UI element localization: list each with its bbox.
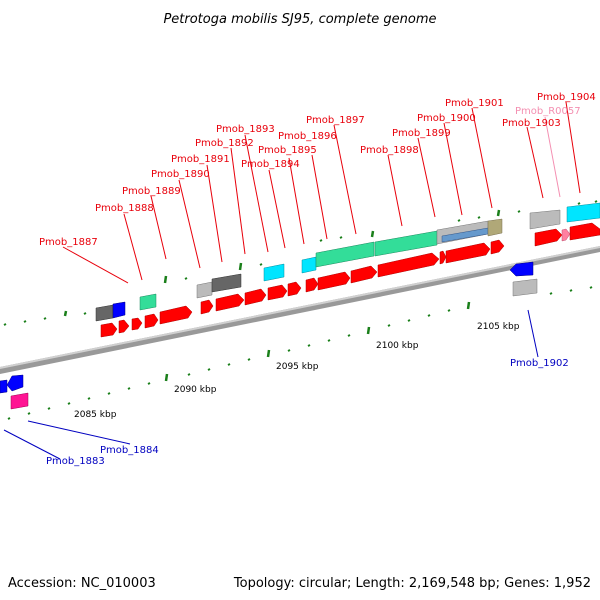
gene-label-pmob-1896[interactable]: Pmob_1896 bbox=[278, 131, 337, 142]
cds-arrow bbox=[569, 222, 600, 241]
gene-label-pmob-1883[interactable]: Pmob_1883 bbox=[46, 456, 105, 467]
gene-label-pmob-1888[interactable]: Pmob_1888 bbox=[95, 203, 154, 214]
cds-arrow bbox=[10, 392, 29, 410]
feature-box bbox=[512, 278, 538, 297]
cds-arrow bbox=[159, 305, 193, 325]
feature-box bbox=[374, 230, 438, 257]
gene-label-pmob-1904[interactable]: Pmob_1904 bbox=[537, 92, 596, 103]
cds-arrow bbox=[287, 281, 302, 297]
cds-arrow bbox=[131, 317, 143, 331]
gene-label-pmob-1898[interactable]: Pmob_1898 bbox=[360, 145, 419, 156]
genome-summary-text: Topology: circular; Length: 2,169,548 bp… bbox=[233, 576, 591, 591]
cds-arrow bbox=[509, 261, 534, 277]
gene-label-pmob-1895[interactable]: Pmob_1895 bbox=[258, 145, 317, 156]
cds-arrow bbox=[144, 313, 159, 329]
gene-label-pmob-1887[interactable]: Pmob_1887 bbox=[39, 237, 98, 248]
label-leader-lines bbox=[3, 101, 581, 460]
feature-box bbox=[315, 241, 375, 268]
gene-labels: Pmob_1883 Pmob_1884 Pmob_1887 Pmob_1888 … bbox=[39, 92, 596, 467]
cds-arrow bbox=[377, 252, 440, 278]
outer-dotted-track bbox=[3, 200, 598, 326]
cds-arrow bbox=[534, 228, 563, 247]
rna-arrow bbox=[561, 228, 571, 242]
scale-label-2095: 2095 kbp bbox=[276, 362, 319, 372]
cds-arrow bbox=[0, 379, 8, 394]
cds-arrow bbox=[215, 293, 245, 312]
cds-arrow bbox=[317, 271, 351, 291]
forward-feature-track bbox=[95, 202, 600, 322]
cds-arrow bbox=[439, 250, 447, 265]
forward-cds-track bbox=[100, 222, 600, 338]
gene-label-pmob-1894[interactable]: Pmob_1894 bbox=[241, 159, 300, 170]
gene-label-pmob-1902[interactable]: Pmob_1902 bbox=[510, 358, 569, 369]
scale-label-2100: 2100 kbp bbox=[376, 341, 419, 351]
gene-label-pmob-1903[interactable]: Pmob_1903 bbox=[502, 118, 561, 129]
feature-box bbox=[112, 301, 126, 319]
cds-arrow bbox=[305, 277, 319, 293]
feature-box bbox=[196, 281, 213, 299]
feature-box bbox=[566, 202, 600, 223]
scale-label-2090: 2090 kbp bbox=[174, 385, 217, 395]
feature-box bbox=[529, 209, 561, 230]
gene-label-pmob-r0057[interactable]: Pmob_R0057 bbox=[515, 106, 581, 117]
gene-label-pmob-1892[interactable]: Pmob_1892 bbox=[195, 138, 254, 149]
feature-box bbox=[139, 293, 157, 311]
cds-arrow bbox=[6, 374, 24, 392]
gene-label-pmob-1900[interactable]: Pmob_1900 bbox=[417, 113, 476, 124]
gene-label-pmob-1890[interactable]: Pmob_1890 bbox=[151, 169, 210, 180]
cds-arrow bbox=[490, 239, 505, 255]
gene-label-pmob-1891[interactable]: Pmob_1891 bbox=[171, 154, 230, 165]
map-title: Petrotoga mobilis SJ95, complete genome bbox=[163, 12, 436, 27]
reverse-feature-track bbox=[0, 261, 538, 410]
accession-text: Accession: NC_010003 bbox=[8, 576, 156, 591]
scale-axis: 2085 kbp 2090 kbp 2095 kbp 2100 kbp 2105… bbox=[74, 322, 520, 420]
gene-label-pmob-1889[interactable]: Pmob_1889 bbox=[122, 186, 181, 197]
gene-label-pmob-1901[interactable]: Pmob_1901 bbox=[445, 98, 504, 109]
gene-label-pmob-1899[interactable]: Pmob_1899 bbox=[392, 128, 451, 139]
cds-arrow bbox=[445, 242, 491, 264]
cds-arrow bbox=[100, 322, 118, 338]
cds-arrow bbox=[350, 265, 378, 284]
scale-label-2105: 2105 kbp bbox=[477, 322, 520, 332]
cds-arrow bbox=[244, 288, 267, 306]
cds-arrow bbox=[267, 284, 288, 301]
gene-label-pmob-1893[interactable]: Pmob_1893 bbox=[216, 124, 275, 135]
gene-label-pmob-1897[interactable]: Pmob_1897 bbox=[306, 115, 365, 126]
feature-box bbox=[487, 218, 503, 237]
scale-label-2085: 2085 kbp bbox=[74, 410, 117, 420]
feature-box bbox=[263, 263, 285, 282]
feature-box bbox=[211, 273, 242, 293]
cds-arrow bbox=[200, 299, 214, 315]
gene-label-pmob-1884[interactable]: Pmob_1884 bbox=[100, 445, 159, 456]
inner-dotted-track bbox=[7, 286, 593, 420]
cds-arrow bbox=[118, 319, 130, 334]
feature-box bbox=[301, 256, 317, 274]
genome-backbone bbox=[0, 246, 600, 374]
feature-box bbox=[95, 304, 114, 322]
